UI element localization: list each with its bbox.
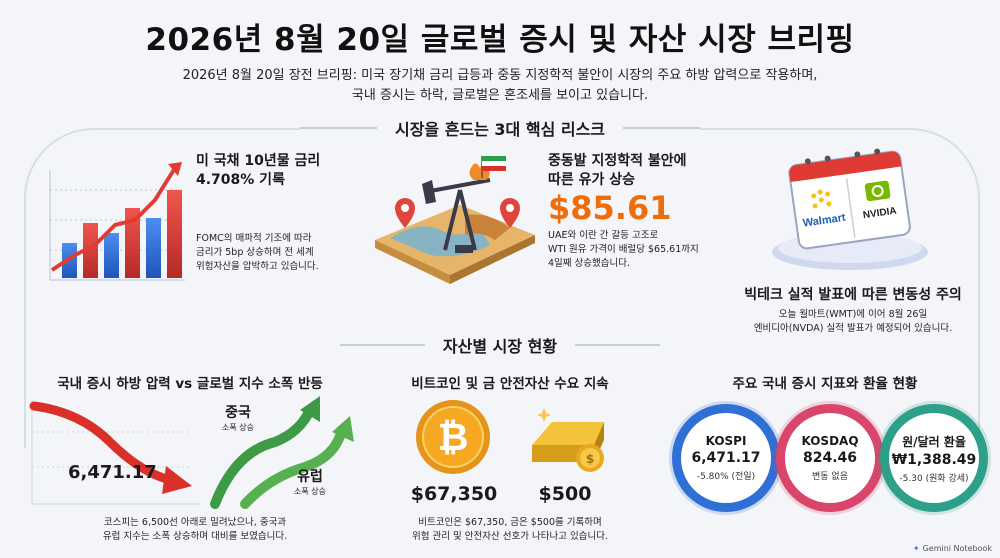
assets-heading-label: 자산별 시장 현황 — [442, 337, 558, 356]
rate-title-line-1: 미 국채 10년물 금리 — [196, 153, 321, 169]
footer-label: Gemini Notebook — [922, 544, 992, 553]
indicator-name: KOSPI — [705, 434, 747, 448]
heading-rule-right — [623, 127, 700, 129]
rising-bar-chart-icon — [49, 162, 185, 281]
sparkle-icon: ✦ — [912, 544, 920, 553]
earnings-desc-line-1: 오늘 월마트(WMT)에 이어 8월 26일 — [778, 309, 928, 320]
heading-rule-right — [575, 344, 660, 346]
safe-desc-line-1: 비트코인은 $67,350, 금은 $500를 기록하며 — [418, 517, 602, 528]
equity-desc-line-2: 유럽 지수는 소폭 상승하며 대비를 보였습니다. — [102, 531, 288, 542]
rate-chart-illustration — [40, 150, 190, 290]
earnings-calendar-illustration: Walmart NVIDIA — [765, 140, 935, 275]
risks-section-heading: 시장을 흔드는 3대 핵심 리스크 — [300, 113, 700, 143]
oil-illustration — [370, 150, 540, 290]
nvidia-logo-text: NVIDIA — [862, 206, 897, 222]
rate-desc-line-1: FOMC의 매파적 기조에 따라 — [196, 233, 312, 244]
footer-brand: ✦ Gemini Notebook — [913, 544, 992, 553]
decorative-bar — [146, 218, 161, 278]
rate-risk-card: 미 국채 10년물 금리 4.708% 기록 FOMC의 매파적 기조에 따라 … — [196, 152, 366, 274]
oil-desc-line-3: 4일째 상승했습니다. — [548, 258, 631, 269]
rate-desc-line-3: 위험자산을 압박하고 있습니다. — [196, 261, 319, 272]
oil-risk-card: 중동발 지정학적 불안에 따른 유가 상승 $85.61 UAE와 이란 간 갈… — [548, 152, 738, 271]
bitcoin-coin-icon: ₿ — [414, 398, 492, 476]
indicator-value: ₩1,388.49 — [891, 451, 977, 468]
risks-heading-label: 시장을 흔드는 3대 핵심 리스크 — [394, 120, 606, 139]
gold-bar-icon: $ — [524, 400, 614, 475]
indicator-krw-usd: 원/달러 환율 ₩1,388.49 -5.30 (원화 강세) — [880, 404, 988, 512]
safe-desc-line-2: 위험 관리 및 안전자산 선호가 나타나고 있습니다. — [412, 531, 608, 542]
indicator-change: 변동 없음 — [812, 472, 848, 482]
oil-title-line-2: 따른 유가 상승 — [548, 172, 636, 188]
safe-desc: 비트코인은 $67,350, 금은 $500를 기록하며 위험 관리 및 안전자… — [380, 516, 640, 544]
equity-illustration — [20, 392, 360, 510]
falling-and-rising-arrows-icon — [29, 396, 354, 509]
china-name: 중국 — [225, 405, 251, 421]
indicator-kospi: KOSPI 6,471.17 -5.80% (전일) — [672, 404, 780, 512]
indicator-change: -5.80% (전일) — [696, 472, 756, 482]
indicators-title: 주요 국내 증시 지표와 환율 현황 — [732, 376, 918, 392]
decorative-bar — [104, 233, 119, 278]
subtitle-line-2: 국내 증시는 하락, 글로벌은 혼조세를 보이고 있습니다. — [351, 88, 649, 103]
equity-desc: 코스피는 6,500선 아래로 밀려났으나, 중국과 유럽 지수는 소폭 상승하… — [30, 516, 360, 544]
china-sub: 소폭 상승 — [222, 423, 254, 432]
decorative-bar — [167, 190, 182, 278]
heading-rule-left — [300, 127, 377, 129]
safe-asset-title: 비트코인 및 금 안전자산 수요 지속 — [411, 376, 609, 392]
oil-desc-line-2: WTI 원유 가격이 배럴당 $65.61까지 — [548, 244, 699, 255]
oil-pump-map-icon — [375, 156, 535, 284]
walmart-logo-text: Walmart — [802, 212, 847, 230]
europe-sub: 소폭 상승 — [294, 487, 326, 496]
rate-title-line-2: 4.708% 기록 — [196, 172, 285, 188]
connector-arc-right — [560, 128, 980, 448]
rate-desc-line-2: 금리가 5bp 상승하며 전 세계 — [196, 247, 314, 258]
europe-label: 유럽 소폭 상승 — [294, 466, 326, 497]
oil-desc-line-1: UAE와 이란 간 갈등 고조로 — [548, 230, 659, 241]
indicator-change: -5.30 (원화 강세) — [899, 473, 969, 484]
page-title: 2026년 8월 20일 글로벌 증시 및 자산 시장 브리핑 — [145, 22, 855, 58]
decorative-bar — [83, 223, 98, 278]
indicator-value: 6,471.17 — [691, 450, 761, 466]
page-subtitle: 2026년 8월 20일 장전 브리핑: 미국 장기채 금리 급등과 중동 지정… — [60, 66, 940, 106]
earnings-title: 빅테크 실적 발표에 따른 변동성 주의 — [744, 287, 962, 303]
svg-text:$: $ — [586, 452, 594, 466]
equity-title: 국내 증시 하방 압력 vs 글로벌 지수 소폭 반등 — [57, 376, 323, 392]
equity-desc-line-1: 코스피는 6,500선 아래로 밀려났으나, 중국과 — [103, 517, 287, 528]
indicator-kosdaq: KOSDAQ 824.46 변동 없음 — [776, 404, 884, 512]
svg-text:₿: ₿ — [438, 415, 469, 459]
heading-rule-left — [340, 344, 425, 346]
china-label: 중국 소폭 상승 — [222, 402, 254, 433]
indicator-circles: KOSPI 6,471.17 -5.80% (전일) KOSDAQ 824.46… — [672, 400, 992, 525]
oil-price: $85.61 — [548, 189, 672, 227]
assets-section-heading: 자산별 시장 현황 — [340, 330, 660, 360]
gold-price: $500 — [538, 483, 592, 505]
oil-title-line-1: 중동발 지정학적 불안에 — [548, 153, 687, 169]
subtitle-line-1: 2026년 8월 20일 장전 브리핑: 미국 장기채 금리 급등과 중동 지정… — [182, 68, 818, 83]
kospi-value-label: 6,471.17 — [68, 462, 157, 483]
indicator-name: KOSDAQ — [801, 434, 859, 448]
indicator-value: 824.46 — [802, 450, 858, 466]
connector-arc-left — [24, 128, 464, 448]
indicator-name: 원/달러 환율 — [902, 434, 966, 449]
bitcoin-price: $67,350 — [410, 483, 498, 505]
decorative-bar — [125, 208, 140, 278]
earnings-desc-line-2: 엔비디아(NVDA) 실적 발표가 예정되어 있습니다. — [753, 323, 953, 334]
europe-name: 유럽 — [297, 469, 323, 485]
calendar-icon: Walmart NVIDIA — [772, 148, 928, 270]
earnings-risk-card: 빅테크 실적 발표에 따른 변동성 주의 오늘 월마트(WMT)에 이어 8월 … — [728, 286, 978, 336]
